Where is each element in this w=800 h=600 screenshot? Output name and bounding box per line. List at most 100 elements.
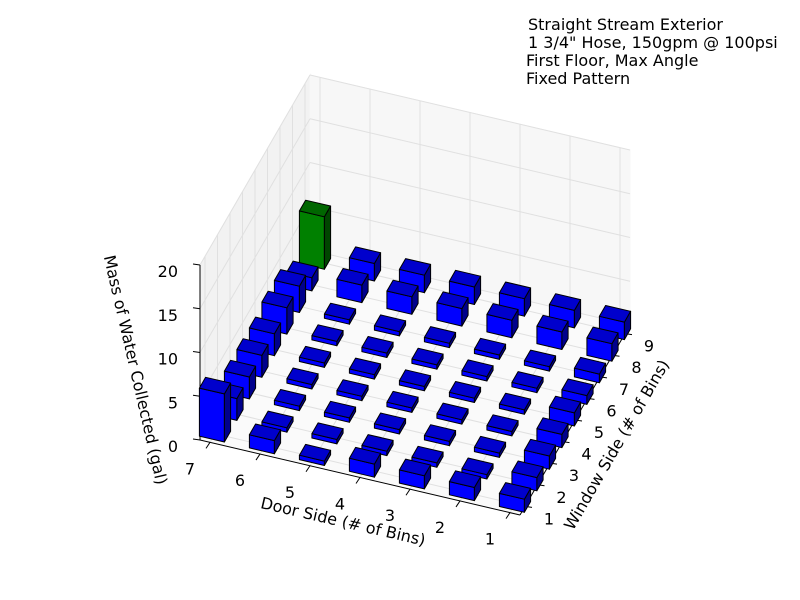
bar-top	[248, 316, 282, 335]
x-tick-label: 5	[285, 483, 295, 502]
title-line: 1 3/4" Hose, 150gpm @ 100psi	[528, 33, 778, 52]
bar	[486, 414, 519, 437]
bar-top	[411, 347, 444, 366]
bar-top	[373, 314, 407, 333]
x-tick-label: 3	[385, 506, 395, 525]
bar	[298, 345, 332, 368]
bar-top	[473, 435, 507, 454]
y-tick-label: 6	[606, 401, 616, 420]
bar-top	[598, 305, 632, 323]
bar-top	[386, 390, 419, 409]
grid-line	[199, 162, 311, 353]
bar-top	[361, 434, 394, 452]
bar	[523, 438, 557, 470]
bar-top	[348, 357, 382, 376]
bar	[573, 356, 607, 384]
bar	[273, 389, 307, 412]
bar-top	[498, 392, 532, 411]
x-tick	[305, 465, 311, 473]
bar	[198, 376, 232, 443]
bar	[323, 302, 357, 325]
bar-top	[511, 460, 544, 479]
bar	[311, 422, 344, 445]
bar-top	[548, 293, 582, 311]
bar-top	[486, 303, 519, 321]
z-tick	[192, 351, 201, 353]
bar-top	[448, 470, 482, 488]
bar	[548, 395, 582, 427]
bar-top	[336, 379, 369, 397]
bar	[498, 482, 532, 513]
bar-top	[473, 337, 507, 356]
bar-top	[398, 369, 432, 387]
bar	[386, 390, 419, 413]
bar	[298, 199, 332, 270]
x-tick	[455, 500, 461, 508]
bar	[473, 435, 507, 458]
x-tick	[405, 488, 411, 496]
z-tick	[192, 263, 201, 266]
y-tick-label: 3	[569, 466, 579, 485]
bar	[348, 246, 382, 282]
bar	[511, 460, 544, 492]
grid-line	[309, 74, 631, 151]
bar	[498, 392, 532, 415]
bar-top	[498, 281, 532, 300]
bar-top	[436, 402, 469, 421]
bar-top	[273, 389, 307, 407]
x-tick-label: 2	[435, 518, 445, 537]
bar-top	[373, 412, 407, 431]
grid-line	[309, 205, 631, 282]
bar-top	[423, 424, 457, 442]
bar-top	[336, 268, 369, 286]
bar-top	[261, 410, 294, 429]
z-tick-label: 15	[158, 306, 178, 325]
bar	[336, 268, 369, 304]
z-tick-label: 5	[168, 393, 178, 412]
grid-line	[309, 118, 631, 195]
z-tick	[192, 307, 201, 310]
bar-top	[536, 314, 569, 333]
z-tick-label: 0	[168, 437, 178, 456]
bar	[523, 349, 557, 372]
bar	[548, 293, 582, 329]
bar	[448, 470, 482, 502]
bar	[411, 347, 444, 370]
y-tick-label: 2	[556, 488, 566, 507]
bar-top	[261, 290, 294, 309]
bar-top	[498, 482, 532, 500]
x-tick	[355, 477, 361, 484]
bar-top	[586, 326, 619, 345]
x-tick-label: 6	[235, 471, 245, 490]
bar	[361, 336, 394, 358]
bar	[461, 359, 494, 382]
y-tick-label: 4	[581, 445, 591, 464]
bar-top	[398, 458, 432, 477]
bar	[286, 367, 319, 390]
title-line: First Floor, Max Angle	[526, 51, 698, 70]
bar-top	[386, 279, 419, 298]
bar-top	[436, 291, 469, 310]
bar-top	[423, 326, 457, 344]
y-tick-label: 8	[631, 358, 641, 377]
bar-top	[461, 359, 494, 378]
z-tick	[192, 438, 201, 441]
bar-top	[273, 269, 307, 287]
bar-top	[323, 400, 357, 419]
bar	[373, 314, 407, 337]
bar	[398, 458, 432, 490]
bar-top	[448, 381, 482, 399]
bar-top	[348, 246, 382, 264]
y-tick-label: 5	[594, 423, 604, 442]
bar	[511, 371, 544, 394]
bar-front	[198, 387, 225, 443]
bar-top	[411, 445, 444, 464]
bar	[386, 279, 419, 315]
bar-top	[461, 457, 494, 476]
x-tick	[255, 453, 261, 461]
bar-top	[198, 376, 232, 395]
bar	[448, 381, 482, 403]
bar	[323, 400, 357, 423]
bar-top	[311, 422, 344, 440]
